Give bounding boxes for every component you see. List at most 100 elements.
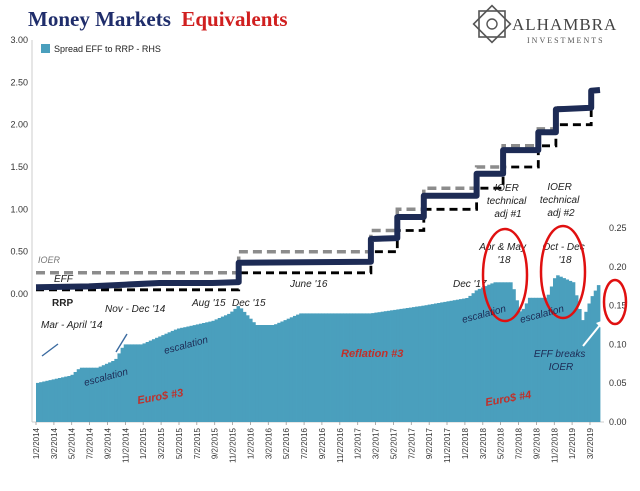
spread-bar <box>73 372 78 422</box>
ioer-adj2-label: IOER technical adj #2 <box>540 182 582 219</box>
left-tick-label: 3.00 <box>10 35 28 45</box>
spread-bar <box>487 284 491 422</box>
nov-dec-arrow-icon <box>115 333 128 353</box>
spread-bar <box>39 382 43 422</box>
x-tick-label: 11/2/2018 <box>550 427 559 463</box>
spread-bar <box>358 313 363 422</box>
spread-bar <box>452 300 457 422</box>
spread-bar <box>242 311 247 422</box>
x-tick-label: 9/2/2016 <box>318 427 327 459</box>
left-tick-label: 0.50 <box>10 247 28 257</box>
spread-bar <box>161 335 165 422</box>
spread-bar <box>302 313 306 422</box>
spread-bar <box>343 313 347 422</box>
spread-bar <box>455 299 460 422</box>
spread-bar <box>277 322 281 422</box>
eff-breaks-label: EFF breaks IOER <box>534 349 588 373</box>
spread-bar <box>239 308 244 422</box>
left-tick-label: 2.50 <box>10 77 28 87</box>
alhambra-logo: ALHAMBRA INVESTMENTS <box>472 4 616 45</box>
spread-bar <box>36 382 40 422</box>
spread-bar <box>371 313 375 422</box>
highlight-circle-2019-icon <box>602 278 628 326</box>
spread-bar <box>126 344 131 422</box>
spread-bar <box>568 280 573 422</box>
spread-bar <box>61 377 65 422</box>
spread-bar <box>512 289 516 422</box>
spread-bar <box>233 308 237 422</box>
spread-bar <box>292 315 297 422</box>
spread-bar <box>408 307 413 422</box>
right-tick-label: 0.20 <box>609 262 627 272</box>
spread-bar <box>139 344 143 422</box>
x-tick-label: 3/2/2015 <box>157 427 166 459</box>
spread-bar <box>311 313 316 422</box>
x-tick-label: 3/2/2018 <box>479 427 488 459</box>
left-tick-label: 2.00 <box>10 120 28 130</box>
x-tick-label: 7/2/2018 <box>515 427 524 459</box>
spread-bar <box>111 361 115 422</box>
spread-bar <box>324 313 328 422</box>
spread-bar <box>521 308 526 422</box>
logo-sub: INVESTMENTS <box>527 36 605 45</box>
spread-bar <box>271 325 275 422</box>
spread-bar <box>590 296 595 422</box>
spread-bar <box>158 336 162 422</box>
ioer-adj1-label: IOER technical adj #1 <box>487 183 529 220</box>
title-part1: Money Markets <box>28 7 171 31</box>
spread-bar <box>123 344 128 422</box>
spread-bar <box>51 379 56 422</box>
x-tick-label: 9/2/2015 <box>211 427 220 459</box>
spread-bar <box>167 332 172 422</box>
spread-bar <box>465 298 469 422</box>
spread-bar <box>208 321 212 422</box>
spread-bar <box>437 303 441 422</box>
highlight-circle-2018a-icon <box>481 227 529 323</box>
spread-bar <box>177 328 181 422</box>
spread-bar <box>170 330 175 422</box>
spread-bar <box>330 313 335 422</box>
spread-bar <box>318 313 322 422</box>
spread-bar <box>321 313 325 422</box>
spread-bar <box>449 300 454 422</box>
spread-bar <box>480 287 485 422</box>
spread-bar <box>518 311 523 422</box>
spread-bar <box>45 380 49 422</box>
spread-bar <box>571 282 576 422</box>
x-tick-label: 7/2/2017 <box>407 427 416 459</box>
spread-bar <box>506 282 510 422</box>
spread-bar <box>562 278 566 422</box>
spread-bar <box>396 309 400 422</box>
x-tick-label: 11/2/2014 <box>121 427 130 463</box>
spread-bar <box>108 362 112 422</box>
dec-15-label: Dec '15 <box>232 298 266 309</box>
eff-breaks-arrowhead-icon <box>596 320 604 328</box>
spread-bar <box>189 325 194 422</box>
x-tick-label: 3/2/2016 <box>264 427 273 459</box>
highlight-circle-2018b-icon <box>539 224 587 320</box>
legend-label: Spread EFF to RRP - RHS <box>54 44 161 54</box>
spread-bar <box>252 322 256 422</box>
right-tick-label: 0.25 <box>609 223 627 233</box>
spread-bar <box>104 363 109 422</box>
spread-bar <box>89 367 93 422</box>
spread-bar <box>205 322 209 422</box>
left-axis: 3.00 2.50 2.00 1.50 1.00 0.50 0.00 <box>10 35 28 299</box>
x-tick-label: 1/2/2015 <box>139 427 148 459</box>
spread-bar <box>145 342 150 422</box>
spread-bar <box>230 311 234 422</box>
spread-bar <box>217 318 222 422</box>
x-tick-label: 3/2/2017 <box>372 427 381 459</box>
spread-bar <box>581 320 585 422</box>
spread-bar <box>412 307 416 422</box>
rrp-label: RRP <box>52 298 73 309</box>
spread-bar <box>76 369 81 422</box>
x-tick-label: 11/2/2016 <box>336 427 345 463</box>
spread-bar <box>198 323 203 422</box>
spread-bar <box>114 358 118 422</box>
spread-bar <box>593 290 598 422</box>
x-tick-label: 1/2/2019 <box>568 427 577 459</box>
spread-bar <box>283 320 288 422</box>
spread-bar <box>393 309 397 422</box>
june-16-label: June '16 <box>289 279 328 290</box>
